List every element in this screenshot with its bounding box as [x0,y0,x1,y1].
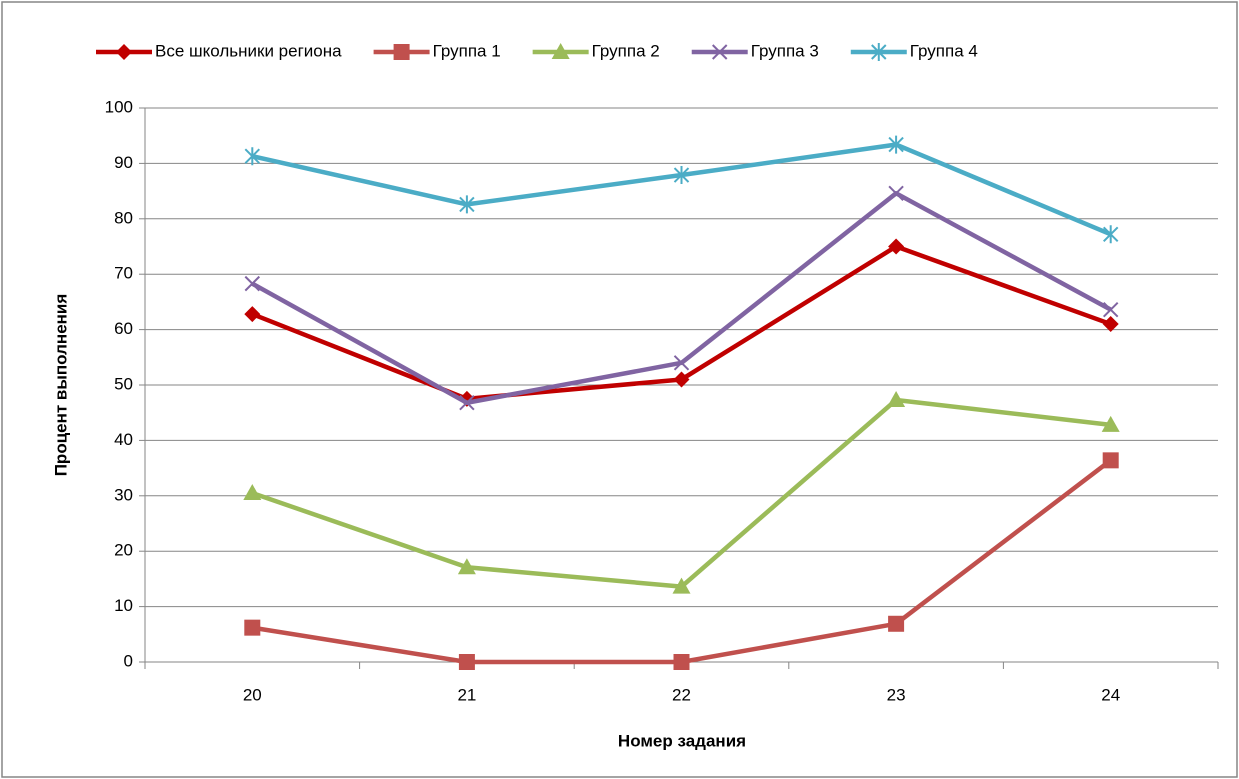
y-tick-label: 40 [114,430,133,449]
x-tick-label: 21 [457,685,476,704]
x-tick-label: 20 [243,685,262,704]
y-tick-label: 100 [105,97,133,116]
y-tick-label: 30 [114,485,133,504]
y-tick-label: 80 [114,208,133,227]
legend-label: Группа 1 [433,41,501,60]
x-tick-label: 24 [1101,685,1120,704]
legend-label: Все школьники региона [155,41,342,60]
y-tick-label: 70 [114,264,133,283]
marker [243,484,262,501]
marker [116,44,132,60]
marker [673,654,690,670]
marker [244,275,261,292]
marker [459,195,475,214]
marker [1102,225,1119,244]
y-tick-label: 60 [114,319,133,338]
marker [673,166,690,185]
marker [457,558,476,575]
y-tick-label: 10 [114,596,133,615]
legend-label: Группа 2 [592,41,660,60]
legend-label: Группа 4 [910,41,978,60]
x-axis-title: Номер задания [618,731,746,750]
marker [888,135,904,154]
marker [888,185,904,202]
marker [712,44,728,60]
marker [551,43,570,59]
marker [888,615,905,632]
marker [393,44,410,60]
y-tick-label: 20 [114,541,133,560]
marker [244,306,261,323]
y-tick-label: 50 [114,374,133,393]
x-tick-label: 23 [887,685,906,704]
x-tick-label: 22 [672,685,691,704]
marker [888,238,905,255]
marker [1102,301,1119,318]
marker [871,43,887,61]
marker [887,390,906,407]
y-axis-title: Процент выполнения [51,294,70,477]
marker [244,147,261,166]
marker [673,355,690,371]
legend-label: Группа 3 [751,41,819,60]
y-tick-label: 90 [114,153,133,172]
marker [459,395,475,411]
marker [1102,316,1119,333]
marker [244,619,261,636]
marker [1101,415,1120,432]
marker [458,654,475,670]
marker [672,577,691,594]
marker [673,371,690,388]
y-tick-label: 0 [124,651,133,670]
marker [1102,452,1119,469]
